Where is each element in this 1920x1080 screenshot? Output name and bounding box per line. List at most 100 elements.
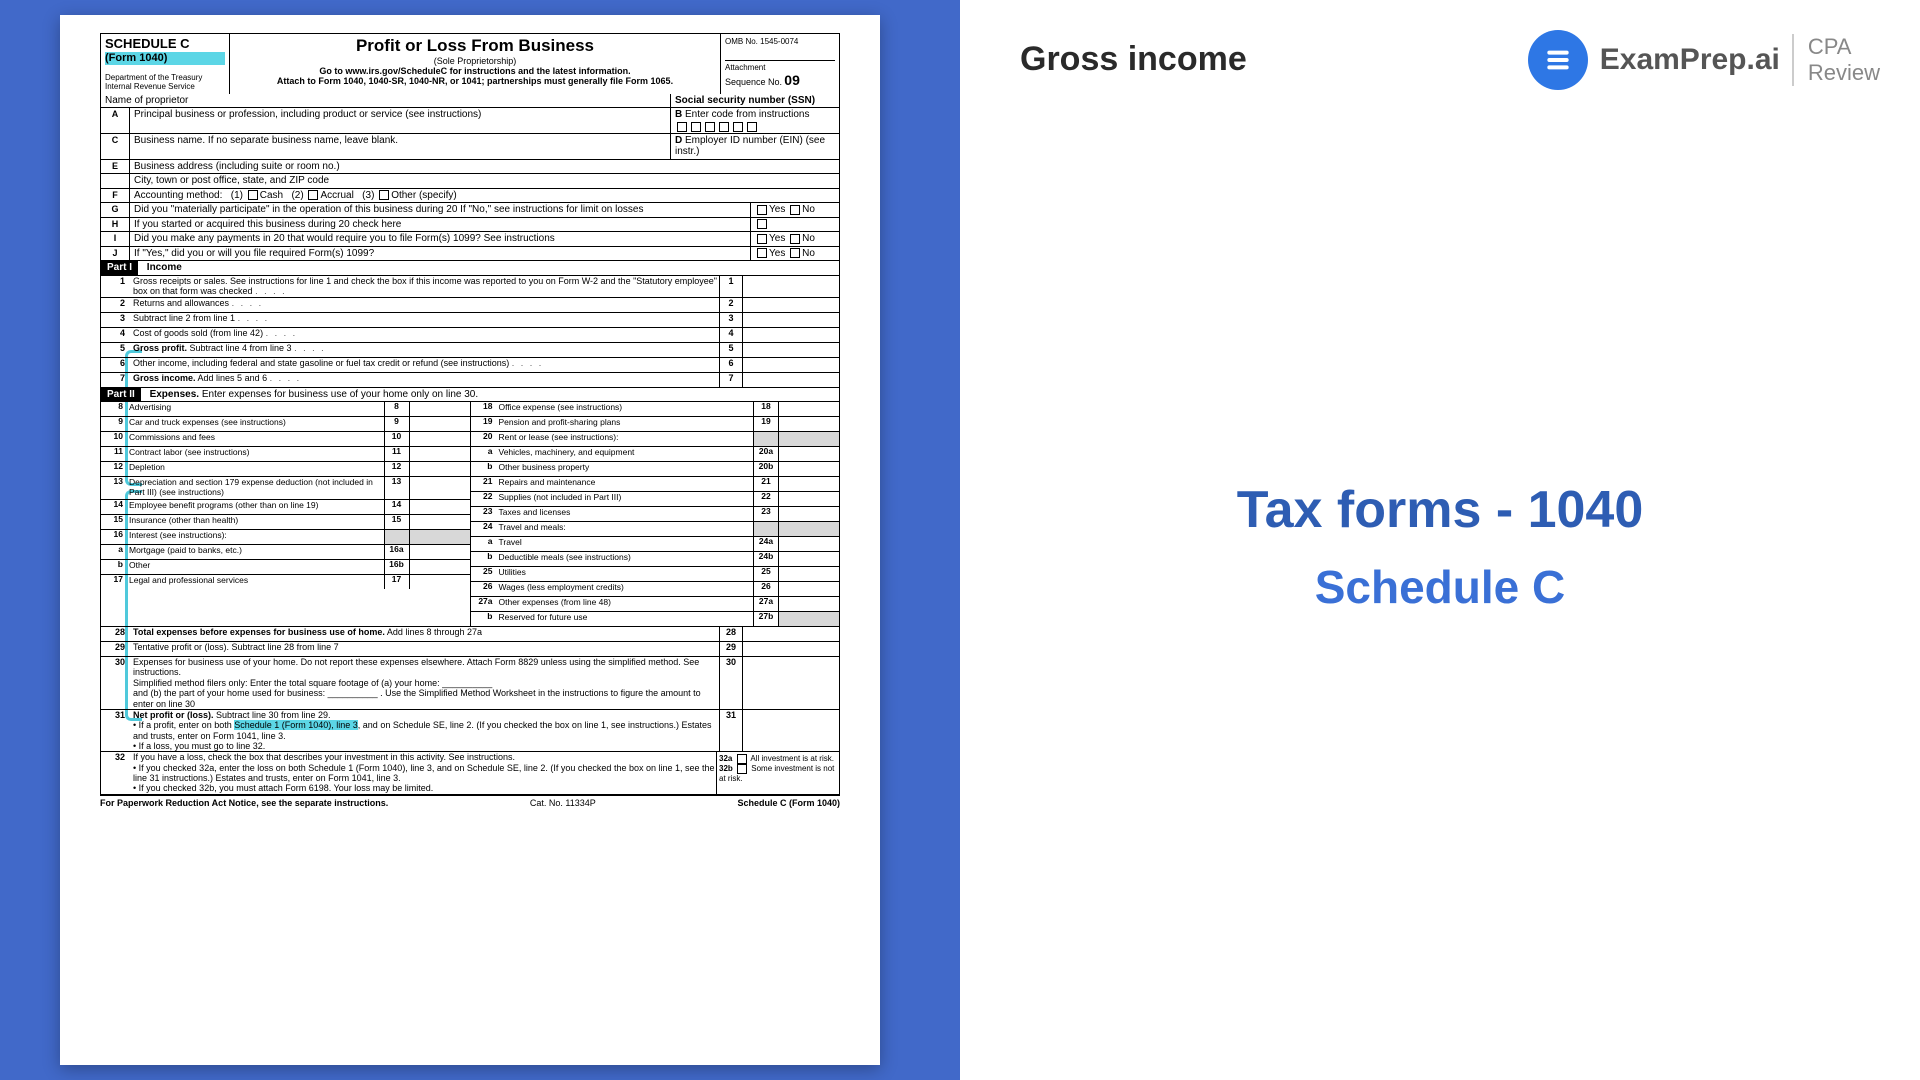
goto-text: Go to www.irs.gov/ScheduleC for instruct… <box>234 66 716 76</box>
brand-icon <box>1528 30 1588 90</box>
row-i: IDid you make any payments in 20 that wo… <box>100 232 840 247</box>
expense-line: 17Legal and professional services17 <box>101 575 470 589</box>
ssn-label: Social security number (SSN) <box>671 94 839 108</box>
proprietor-row: Name of proprietor Social security numbe… <box>100 94 840 109</box>
chk-32a[interactable] <box>737 754 747 764</box>
expense-line: aVehicles, machinery, and equipment20a <box>471 447 840 462</box>
part2-title: Expenses. <box>150 389 199 400</box>
chk-h[interactable] <box>757 219 767 229</box>
footer-mid: Cat. No. 11334P <box>530 798 596 808</box>
right-header: Gross income <box>1020 40 1247 79</box>
chk-j-yes[interactable] <box>757 248 767 258</box>
row-h: HIf you started or acquired this busines… <box>100 218 840 233</box>
expense-line: bOther business property20b <box>471 462 840 477</box>
expense-line: 8Advertising8 <box>101 402 470 417</box>
line-e1: Business address (including suite or roo… <box>130 160 839 174</box>
right-title-2: Schedule C <box>960 560 1920 614</box>
chk-accrual[interactable] <box>308 190 318 200</box>
brand-sub2: Review <box>1808 60 1880 86</box>
line-a: Principal business or profession, includ… <box>130 108 671 133</box>
expense-line: bReserved for future use27b <box>471 612 840 626</box>
expense-line: 20Rent or lease (see instructions): <box>471 432 840 447</box>
expense-line: bOther16b <box>101 560 470 575</box>
omb-label: OMB No. 1545-0074 <box>725 37 835 46</box>
footer-right: Schedule C (Form 1040) <box>737 798 840 808</box>
part2-header: Part II Expenses. Enter expenses for bus… <box>100 388 840 403</box>
chk-cash[interactable] <box>248 190 258 200</box>
seq-no: 09 <box>784 72 800 88</box>
line-c: Business name. If no separate business n… <box>130 134 671 159</box>
chk-g-yes[interactable] <box>757 205 767 215</box>
chk-32b[interactable] <box>737 764 747 774</box>
expense-line: 19Pension and profit-sharing plans19 <box>471 417 840 432</box>
expense-line: 24Travel and meals: <box>471 522 840 537</box>
income-line: 4Cost of goods sold (from line 42) . . .… <box>100 328 840 343</box>
form-sheet: SCHEDULE C (Form 1040) Department of the… <box>60 15 880 1065</box>
expenses-grid: 8Advertising89Car and truck expenses (se… <box>100 402 840 627</box>
dept-label: Department of the Treasury <box>105 73 225 82</box>
part1-bar: Part I <box>101 261 138 275</box>
bottom-line: 31Net profit or (loss). Subtract line 30… <box>100 710 840 752</box>
footer-left: For Paperwork Reduction Act Notice, see … <box>100 798 388 808</box>
income-lines: 1Gross receipts or sales. See instructio… <box>100 276 840 388</box>
form-header-left: SCHEDULE C (Form 1040) Department of the… <box>101 34 230 94</box>
line-g: Did you "materially participate" in the … <box>130 203 751 217</box>
attach-text: Attach to Form 1040, 1040-SR, 1040-NR, o… <box>234 76 716 86</box>
income-line: 3Subtract line 2 from line 1 . . . .3 <box>100 313 840 328</box>
schedule-label: SCHEDULE C <box>105 37 225 52</box>
chk-g-no[interactable] <box>790 205 800 215</box>
form-header: SCHEDULE C (Form 1040) Department of the… <box>100 33 840 94</box>
brand-logo: ExamPrep.ai CPA Review <box>1528 30 1880 90</box>
proprietor-label: Name of proprietor <box>101 94 671 108</box>
part2-bar: Part II <box>101 388 141 402</box>
expense-line: 27aOther expenses (from line 48)27a <box>471 597 840 612</box>
chk-i-no[interactable] <box>790 234 800 244</box>
hamburger-icon <box>1542 44 1574 76</box>
stage: Gross income ExamPrep.ai CPA Review Tax … <box>0 0 1920 1080</box>
row-e1: EBusiness address (including suite or ro… <box>100 160 840 175</box>
expense-line: 22Supplies (not included in Part III)22 <box>471 492 840 507</box>
expense-line: 23Taxes and licenses23 <box>471 507 840 522</box>
expense-line: 26Wages (less employment credits)26 <box>471 582 840 597</box>
line-f: Accounting method: (1) Cash (2) Accrual … <box>130 189 839 203</box>
expense-line: 10Commissions and fees10 <box>101 432 470 447</box>
form-header-center: Profit or Loss From Business (Sole Propr… <box>230 34 721 94</box>
irs-label: Internal Revenue Service <box>105 82 225 91</box>
row-e2: City, town or post office, state, and ZI… <box>100 174 840 189</box>
expense-line: 16Interest (see instructions): <box>101 530 470 545</box>
expense-line: 25Utilities25 <box>471 567 840 582</box>
part1-title: Income <box>141 262 182 273</box>
row-j: JIf "Yes," did you or will you file requ… <box>100 247 840 262</box>
form-content: SCHEDULE C (Form 1040) Department of the… <box>100 33 840 808</box>
brand-sub1: CPA <box>1808 34 1880 60</box>
form-header-right: OMB No. 1545-0074 Attachment Sequence No… <box>721 34 839 94</box>
income-line: 2Returns and allowances . . . .2 <box>100 298 840 313</box>
row-c: C Business name. If no separate business… <box>100 134 840 160</box>
line-i: Did you make any payments in 20 that wou… <box>130 232 751 246</box>
chk-other[interactable] <box>379 190 389 200</box>
expense-line: 9Car and truck expenses (see instruction… <box>101 417 470 432</box>
expenses-left: 8Advertising89Car and truck expenses (se… <box>101 402 470 626</box>
line-b: Enter code from instructions <box>685 109 810 120</box>
line-d: Employer ID number (EIN) (see instr.) <box>675 135 825 158</box>
part1-header: Part I Income <box>100 261 840 276</box>
brand-sub: CPA Review <box>1792 34 1880 87</box>
income-line: 1Gross receipts or sales. See instructio… <box>100 276 840 298</box>
bottom-line: 32If you have a loss, check the box that… <box>100 752 840 794</box>
chk-j-no[interactable] <box>790 248 800 258</box>
expense-line: 21Repairs and maintenance21 <box>471 477 840 492</box>
line-e2: City, town or post office, state, and ZI… <box>130 174 839 188</box>
income-line: 7Gross income. Add lines 5 and 6 . . . .… <box>100 373 840 388</box>
expense-line: 15Insurance (other than health)15 <box>101 515 470 530</box>
part2-suffix: Enter expenses for business use of your … <box>202 389 478 400</box>
expenses-right: 18Office expense (see instructions)1819P… <box>470 402 840 626</box>
chk-i-yes[interactable] <box>757 234 767 244</box>
expense-line: aTravel24a <box>471 537 840 552</box>
row-g: GDid you "materially participate" in the… <box>100 203 840 218</box>
attachment-label: Attachment <box>725 63 835 72</box>
form1040-label: (Form 1040) <box>105 52 225 65</box>
income-line: 6Other income, including federal and sta… <box>100 358 840 373</box>
expense-line: aMortgage (paid to banks, etc.)16a <box>101 545 470 560</box>
expense-line: 11Contract labor (see instructions)11 <box>101 447 470 462</box>
line-j: If "Yes," did you or will you file requi… <box>130 247 751 261</box>
